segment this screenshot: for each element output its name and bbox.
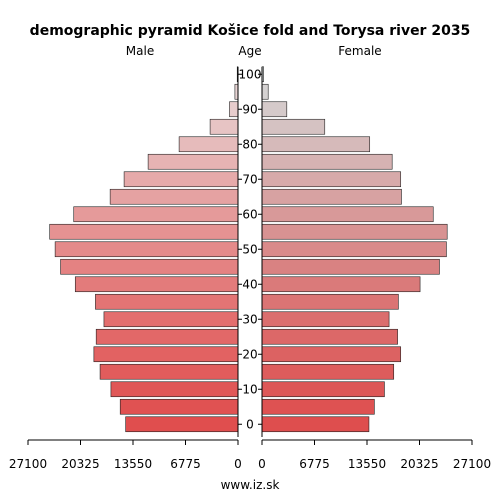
x-tick-label-right-0: 0 bbox=[258, 457, 266, 471]
male-bar-10 bbox=[110, 381, 239, 398]
male-label: Male bbox=[126, 44, 154, 58]
female-bar-60 bbox=[261, 206, 434, 223]
female-bar-45 bbox=[261, 258, 440, 275]
age-tick-label-20: 20 bbox=[242, 347, 257, 361]
male-bar-60 bbox=[73, 206, 239, 223]
x-tick-label-left-4: 0 bbox=[234, 457, 242, 471]
x-tick-label-left-1: 20325 bbox=[61, 457, 99, 471]
male-bar-5 bbox=[119, 398, 239, 415]
male-bar-45 bbox=[60, 258, 239, 275]
female-bar-15 bbox=[261, 363, 395, 380]
female-bar-5 bbox=[261, 398, 375, 415]
female-bar-80 bbox=[261, 136, 371, 153]
age-tick-label-70: 70 bbox=[242, 172, 257, 186]
age-tick-label-10: 10 bbox=[242, 382, 257, 396]
female-bar-25 bbox=[261, 328, 398, 345]
male-bar-35 bbox=[95, 293, 239, 310]
female-bar-50 bbox=[261, 241, 447, 258]
age-tick-label-100: 100 bbox=[239, 67, 262, 81]
male-bar-30 bbox=[103, 311, 239, 328]
age-label: Age bbox=[238, 44, 261, 58]
male-bar-0 bbox=[125, 416, 239, 433]
female-bar-35 bbox=[261, 293, 399, 310]
female-bar-30 bbox=[261, 311, 390, 328]
x-tick-label-right-4: 27100 bbox=[453, 457, 491, 471]
female-bar-10 bbox=[261, 381, 385, 398]
female-bar-95 bbox=[261, 83, 269, 100]
male-bar-75 bbox=[147, 153, 239, 170]
x-tick-label-left-2: 13550 bbox=[114, 457, 152, 471]
female-bar-40 bbox=[261, 276, 421, 293]
x-tick-label-right-3: 20325 bbox=[400, 457, 438, 471]
male-bar-90 bbox=[229, 101, 239, 118]
male-bar-40 bbox=[74, 276, 239, 293]
x-tick-label-left-0: 27100 bbox=[9, 457, 47, 471]
female-bar-70 bbox=[261, 171, 402, 188]
male-bar-80 bbox=[178, 136, 239, 153]
female-bar-75 bbox=[261, 153, 393, 170]
age-tick-label-80: 80 bbox=[242, 137, 257, 151]
female-label: Female bbox=[338, 44, 381, 58]
x-tick-label-right-2: 13550 bbox=[348, 457, 386, 471]
male-bar-70 bbox=[123, 171, 239, 188]
male-bar-50 bbox=[54, 241, 239, 258]
age-tick-label-60: 60 bbox=[242, 207, 257, 221]
male-bar-55 bbox=[49, 223, 239, 240]
age-tick-label-40: 40 bbox=[242, 277, 257, 291]
female-bar-55 bbox=[261, 223, 448, 240]
x-tick-label-left-3: 6775 bbox=[170, 457, 201, 471]
female-bar-0 bbox=[261, 416, 370, 433]
age-tick-label-90: 90 bbox=[242, 102, 257, 116]
female-bar-65 bbox=[261, 188, 402, 205]
age-tick-label-30: 30 bbox=[242, 312, 257, 326]
chart-title: demographic pyramid Košice fold and Tory… bbox=[30, 23, 471, 39]
male-bar-65 bbox=[109, 188, 239, 205]
age-tick-label-50: 50 bbox=[242, 242, 257, 256]
x-tick-label-right-1: 6775 bbox=[299, 457, 330, 471]
female-bar-20 bbox=[261, 346, 402, 363]
female-bar-90 bbox=[261, 101, 288, 118]
age-tick-label-0: 0 bbox=[246, 417, 254, 431]
axes-group: 0 10 20 30 40 50 60 70 80 90 100 27100 20325 13550 677… bbox=[9, 67, 491, 471]
male-bar-20 bbox=[93, 346, 239, 363]
male-bar-85 bbox=[209, 118, 239, 135]
female-bar-85 bbox=[261, 118, 326, 135]
male-bar-25 bbox=[95, 328, 239, 345]
male-bar-15 bbox=[99, 363, 239, 380]
source-label: www.iz.sk bbox=[221, 478, 280, 492]
